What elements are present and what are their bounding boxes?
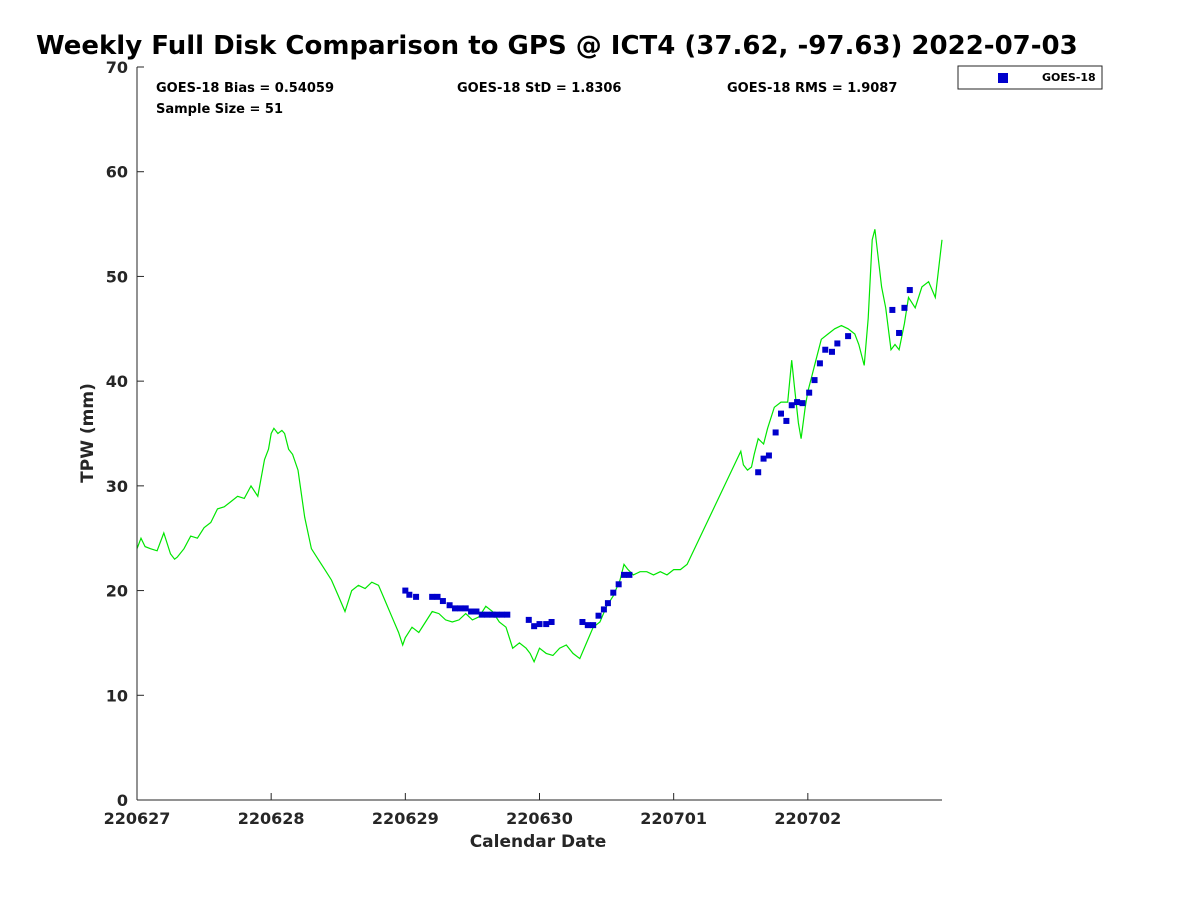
goes18-point [584,622,591,629]
goes18-point [579,618,586,625]
goes18-point [788,402,795,409]
goes18-point [615,581,622,588]
goes18-point [498,611,505,618]
goes18-point [504,611,511,618]
goes18-point [778,410,784,417]
goes18-point [600,606,607,613]
x-tick-label: 220629 [372,809,439,828]
goes18-point [828,348,835,355]
y-tick-label: 0 [117,791,128,810]
x-ticks: 220627 220628 220629 220630 220701 220702 [104,793,841,828]
plot-area [137,67,942,800]
goes18-point [493,611,500,618]
legend-marker-goes18 [998,73,1008,83]
y-tick-label: 70 [106,58,128,77]
goes18-point [772,429,779,436]
rms-stat: GOES-18 RMS = 1.9087 [727,81,897,96]
goes18-point [896,329,903,336]
x-tick-label: 220630 [506,809,573,828]
goes18-point [429,593,436,600]
x-tick-label: 220702 [774,809,841,828]
x-tick-label: 220701 [640,809,707,828]
goes18-point [543,621,550,628]
goes18-point [760,455,767,462]
goes18-point [548,618,555,625]
goes18-point [889,306,896,313]
goes18-point [806,389,813,396]
y-ticks: 0 10 20 30 40 50 60 70 [106,58,144,810]
goes18-points-layer [402,287,913,630]
goes18-point [783,417,790,424]
goes18-point [402,587,409,594]
y-tick-label: 40 [106,372,128,391]
y-tick-label: 50 [106,267,128,286]
legend-box [957,65,1103,90]
sample-size-stat: Sample Size = 51 [156,102,283,117]
goes18-point [462,605,469,612]
goes18-point [794,399,801,406]
goes18-point [822,346,829,353]
y-axis-label: TPW (mm) [78,383,98,483]
goes18-point [845,333,852,340]
goes18-point [468,608,475,615]
legend: GOES-18 [957,65,1103,90]
y-tick-label: 60 [106,163,128,182]
legend-label-goes18: GOES-18 [1042,71,1096,84]
goes18-point [621,571,628,578]
x-axis-label: Calendar Date [470,832,607,852]
goes18-point [906,287,913,294]
goes18-point [525,616,532,623]
goes18-point [610,589,617,596]
gps-line [136,229,943,664]
x-tick-label: 220628 [238,809,305,828]
gps-line-layer [136,229,943,664]
y-tick-label: 10 [106,686,128,705]
chart-title: Weekly Full Disk Comparison to GPS @ ICT… [36,31,1078,61]
goes18-point [457,605,464,612]
goes18-point [434,593,441,600]
bias-stat: GOES-18 Bias = 0.54059 [156,81,334,96]
goes18-point [799,400,806,407]
goes18-point [595,612,602,619]
goes18-point [406,591,413,598]
goes18-point [604,600,611,607]
goes18-point [834,340,841,347]
goes18-point [439,598,446,605]
goes18-point [626,571,633,578]
goes18-point [484,611,491,618]
y-tick-label: 20 [106,582,128,601]
y-tick-label: 30 [106,477,128,496]
goes18-point [489,611,496,618]
goes18-point [590,622,597,629]
goes18-point [473,608,480,615]
goes18-point [413,593,420,600]
std-stat: GOES-18 StD = 1.8306 [457,81,621,96]
goes18-point [816,360,823,367]
goes18-point [811,377,818,384]
goes18-point [755,469,762,476]
goes18-point [536,621,543,628]
goes18-point [531,623,538,630]
goes18-point [765,452,772,459]
goes18-point [901,304,908,311]
goes18-point [446,602,453,609]
goes18-point [451,605,458,612]
goes18-point [478,611,485,618]
x-tick-label: 220627 [104,809,171,828]
